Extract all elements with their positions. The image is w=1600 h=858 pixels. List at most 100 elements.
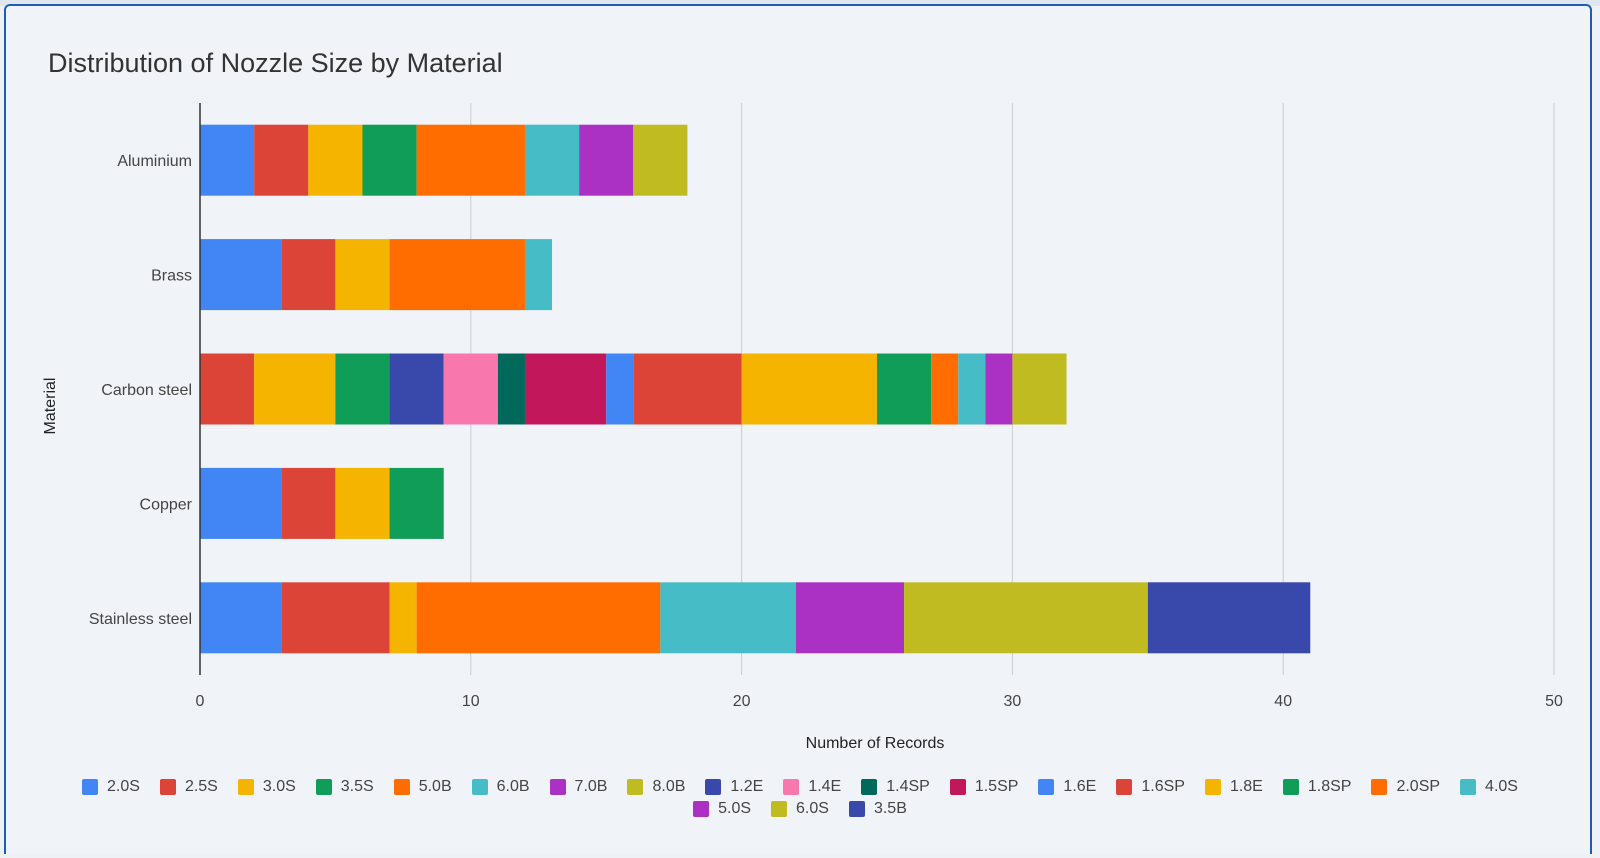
- legend-item[interactable]: 1.2E: [705, 778, 763, 796]
- legend-item[interactable]: 1.8E: [1204, 778, 1263, 796]
- legend-item[interactable]: 1.6SP: [1116, 778, 1185, 796]
- bar-segment: [200, 239, 282, 311]
- legend-swatch: [159, 779, 176, 795]
- legend-item[interactable]: 8.0B: [627, 778, 685, 796]
- legend-item[interactable]: 3.5B: [848, 800, 907, 818]
- legend-swatch: [1282, 779, 1299, 795]
- bar-segment: [958, 353, 986, 425]
- legend-swatch: [1204, 779, 1221, 795]
- legend-swatch: [705, 779, 722, 795]
- bar-segment: [389, 353, 444, 425]
- bar-segment: [741, 353, 877, 425]
- legend-swatch: [82, 779, 99, 795]
- legend-item[interactable]: 2.0S: [82, 778, 140, 796]
- bar-segment: [524, 124, 580, 196]
- x-tick-label: 10: [462, 693, 480, 710]
- legend-swatch: [237, 779, 254, 795]
- legend-label: 3.5B: [873, 800, 907, 817]
- bar-segment: [200, 582, 282, 654]
- bar-segment: [579, 124, 634, 196]
- legend-label: 1.6E: [1063, 778, 1097, 795]
- y-axis-title: Material: [42, 378, 59, 435]
- bar-segment: [389, 239, 525, 311]
- bar-segment: [281, 582, 390, 654]
- legend-item[interactable]: 2.5S: [159, 778, 218, 796]
- legend-label: 5.0S: [718, 800, 752, 817]
- legend-label: 6.0B: [496, 778, 530, 795]
- x-tick-label: 30: [1004, 693, 1022, 710]
- bar-segment: [524, 239, 553, 311]
- bar-segment: [524, 353, 607, 425]
- legend-label: 1.2E: [730, 778, 764, 795]
- bar-segment: [281, 239, 336, 311]
- legend-item[interactable]: 1.8SP: [1282, 778, 1351, 796]
- legend-swatch: [393, 779, 410, 795]
- bar-segment: [606, 353, 634, 425]
- bar-segment: [931, 353, 959, 425]
- legend-swatch: [549, 779, 566, 795]
- legend-item[interactable]: 3.5S: [315, 778, 374, 796]
- legend-item[interactable]: 6.0S: [771, 800, 829, 818]
- legend-item[interactable]: 4.0S: [1460, 778, 1518, 796]
- category-label: Copper: [140, 496, 193, 513]
- bar-segment: [362, 124, 417, 196]
- bar-segment: [497, 353, 525, 425]
- bar-segment: [335, 467, 390, 539]
- bar-segment: [254, 353, 336, 425]
- bar-segment: [335, 239, 390, 311]
- top-strip: [0, 0, 1600, 6]
- legend-item[interactable]: 1.4SP: [861, 778, 930, 796]
- bar-segment: [416, 124, 525, 196]
- legend-swatch: [627, 779, 644, 795]
- legend-swatch: [771, 801, 788, 817]
- bar-segment: [633, 124, 688, 196]
- legend-label: 6.0S: [796, 800, 829, 817]
- bar-segment: [633, 353, 742, 425]
- bar-segment: [200, 467, 282, 539]
- legend-swatch: [848, 801, 865, 817]
- legend-item[interactable]: 1.5SP: [949, 778, 1019, 796]
- legend-label: 1.5SP: [974, 778, 1019, 795]
- bar-segment: [389, 467, 444, 539]
- x-tick-label: 20: [733, 693, 751, 710]
- bar-segment: [389, 582, 417, 654]
- bar-segment: [1147, 582, 1311, 654]
- x-axis-title: Number of Records: [806, 735, 945, 752]
- legend-label: 5.0B: [418, 778, 452, 795]
- legend-swatch: [1116, 779, 1133, 795]
- legend-item[interactable]: 7.0B: [549, 778, 607, 796]
- legend-label: 1.8E: [1229, 778, 1263, 795]
- legend-item[interactable]: 6.0B: [471, 778, 530, 796]
- legend-item[interactable]: 1.4E: [783, 778, 841, 796]
- bar-segment: [416, 582, 661, 654]
- bar-segment: [281, 467, 336, 539]
- chart-title: Distribution of Nozzle Size by Material: [48, 48, 503, 78]
- bar-segment: [200, 353, 255, 425]
- category-label: Aluminium: [117, 153, 192, 170]
- legend-swatch: [315, 779, 332, 795]
- x-tick-label: 50: [1545, 693, 1563, 710]
- legend-label: 2.0SP: [1396, 778, 1441, 795]
- bar-segment: [200, 124, 255, 196]
- bar-segment: [660, 582, 796, 654]
- legend-item[interactable]: 2.0SP: [1371, 778, 1440, 796]
- legend-swatch: [693, 801, 710, 817]
- legend-item[interactable]: 5.0B: [393, 778, 452, 796]
- legend-item[interactable]: 3.0S: [237, 778, 296, 796]
- legend-label: 1.4SP: [886, 778, 930, 795]
- legend-label: 4.0S: [1485, 778, 1518, 795]
- legend-swatch: [783, 779, 800, 795]
- legend-label: 1.6SP: [1141, 778, 1185, 795]
- legend-item[interactable]: 5.0S: [693, 800, 751, 818]
- legend-label: 2.5S: [184, 778, 218, 795]
- chart-legend: 2.0S 2.5S 3.0S 3.5S 5.0B 6.0B 7.0B 8.0B 1.2E 1.4E…: [60, 778, 1540, 818]
- bar-segment: [1012, 353, 1067, 425]
- legend-swatch: [1038, 779, 1055, 795]
- legend-swatch: [471, 779, 488, 795]
- bar-segment: [254, 124, 309, 196]
- legend-swatch: [1460, 779, 1477, 795]
- legend-swatch: [861, 779, 878, 795]
- legend-item[interactable]: 1.6E: [1038, 778, 1096, 796]
- bar-segment: [904, 582, 1148, 654]
